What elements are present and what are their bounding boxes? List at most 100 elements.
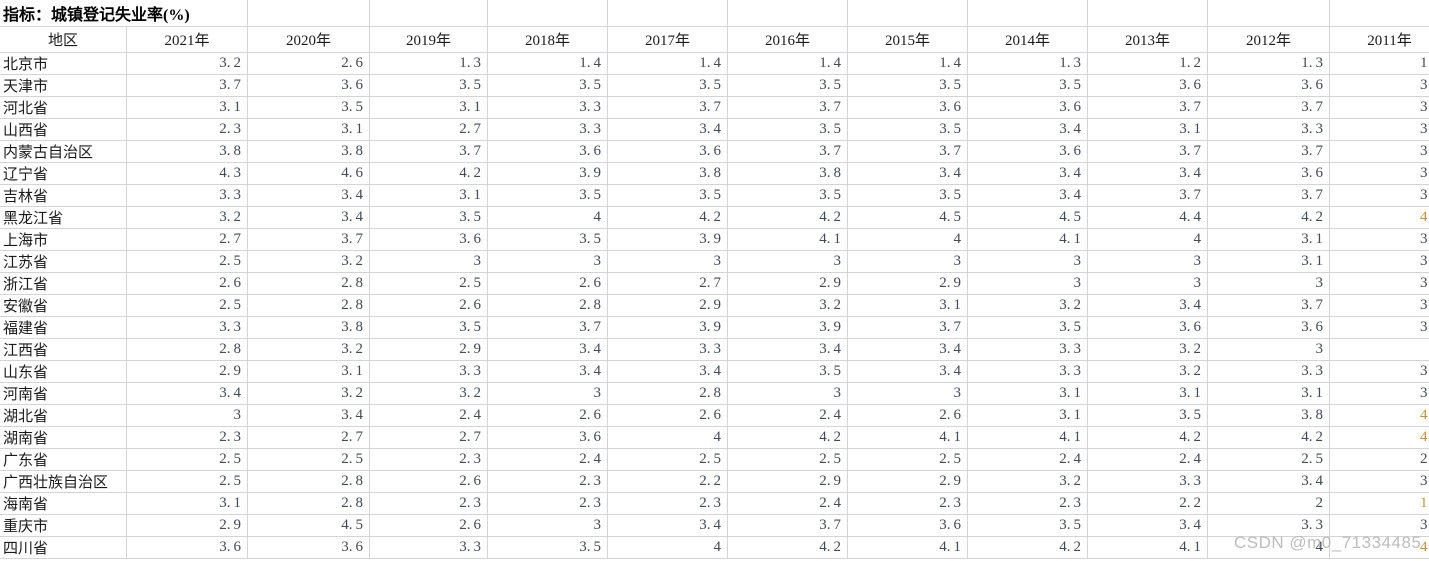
value-cell[interactable]: 2. 4 xyxy=(728,493,848,515)
value-cell[interactable]: 3. 7 xyxy=(488,317,608,339)
value-cell[interactable]: 3. 2 xyxy=(370,383,488,405)
value-cell[interactable]: 2. 8 xyxy=(127,339,248,361)
value-cell[interactable]: 3. 4 xyxy=(1208,471,1330,493)
value-cell[interactable]: 3. 5 xyxy=(488,537,608,559)
value-cell[interactable]: 4. 2 xyxy=(370,163,488,185)
value-cell[interactable]: 3. 6 xyxy=(608,141,728,163)
value-cell[interactable]: 3. 1 xyxy=(968,383,1088,405)
value-cell[interactable]: 3. 2 xyxy=(248,251,370,273)
value-cell[interactable]: 2. 6 xyxy=(608,405,728,427)
value-cell[interactable]: 3. 4 xyxy=(488,361,608,383)
region-cell[interactable]: 福建省 xyxy=(0,317,127,339)
value-cell-2011-clipped[interactable]: 3 xyxy=(1330,141,1429,163)
value-cell[interactable]: 3. 2 xyxy=(968,295,1088,317)
value-cell[interactable]: 3. 5 xyxy=(488,75,608,97)
region-cell[interactable]: 浙江省 xyxy=(0,273,127,295)
value-cell[interactable]: 3 xyxy=(608,251,728,273)
value-cell[interactable]: 3 xyxy=(1088,251,1208,273)
value-cell[interactable]: 3. 7 xyxy=(1088,141,1208,163)
value-cell[interactable]: 2. 5 xyxy=(848,449,968,471)
value-cell[interactable]: 3. 3 xyxy=(608,339,728,361)
value-cell[interactable]: 3. 6 xyxy=(248,75,370,97)
value-cell[interactable]: 3. 5 xyxy=(848,185,968,207)
value-cell[interactable]: 3. 3 xyxy=(1208,515,1330,537)
value-cell[interactable]: 2. 5 xyxy=(127,295,248,317)
value-cell[interactable]: 3. 6 xyxy=(488,141,608,163)
value-cell[interactable]: 2. 6 xyxy=(848,405,968,427)
value-cell[interactable]: 3. 1 xyxy=(1088,119,1208,141)
value-cell-2011-clipped[interactable]: 1 xyxy=(1330,493,1429,515)
value-cell[interactable]: 2. 5 xyxy=(370,273,488,295)
region-cell[interactable]: 海南省 xyxy=(0,493,127,515)
column-header-year[interactable]: 2011年 xyxy=(1330,27,1429,53)
value-cell[interactable]: 3. 1 xyxy=(127,97,248,119)
value-cell-2011-clipped[interactable]: 1 xyxy=(1330,53,1429,75)
value-cell[interactable]: 3. 4 xyxy=(608,119,728,141)
value-cell[interactable]: 4 xyxy=(848,229,968,251)
value-cell-2011-clipped[interactable]: 3 xyxy=(1330,317,1429,339)
value-cell[interactable]: 3 xyxy=(127,405,248,427)
value-cell[interactable]: 2. 8 xyxy=(488,295,608,317)
value-cell[interactable]: 1. 4 xyxy=(488,53,608,75)
value-cell[interactable]: 4. 3 xyxy=(127,163,248,185)
value-cell[interactable]: 3. 6 xyxy=(370,229,488,251)
value-cell[interactable]: 4 xyxy=(488,207,608,229)
column-header-year[interactable]: 2021年 xyxy=(127,27,248,53)
value-cell[interactable]: 3 xyxy=(1208,339,1330,361)
region-cell[interactable]: 山东省 xyxy=(0,361,127,383)
value-cell[interactable]: 3. 3 xyxy=(968,361,1088,383)
value-cell[interactable]: 3. 4 xyxy=(968,185,1088,207)
value-cell[interactable]: 3 xyxy=(370,251,488,273)
value-cell[interactable]: 3. 7 xyxy=(1208,185,1330,207)
value-cell[interactable]: 2. 3 xyxy=(370,449,488,471)
value-cell[interactable]: 4. 2 xyxy=(728,427,848,449)
region-cell[interactable]: 广东省 xyxy=(0,449,127,471)
value-cell[interactable]: 2. 2 xyxy=(1088,493,1208,515)
value-cell[interactable]: 2. 3 xyxy=(127,427,248,449)
column-header-year[interactable]: 2014年 xyxy=(968,27,1088,53)
value-cell[interactable]: 3. 6 xyxy=(1208,75,1330,97)
value-cell[interactable]: 4. 1 xyxy=(728,229,848,251)
value-cell[interactable]: 1. 3 xyxy=(968,53,1088,75)
value-cell[interactable]: 2. 4 xyxy=(968,449,1088,471)
value-cell[interactable]: 2. 6 xyxy=(248,53,370,75)
value-cell[interactable]: 3 xyxy=(728,251,848,273)
value-cell[interactable]: 2. 7 xyxy=(608,273,728,295)
value-cell[interactable]: 3. 5 xyxy=(370,207,488,229)
value-cell[interactable]: 3. 3 xyxy=(127,317,248,339)
column-header-year[interactable]: 2012年 xyxy=(1208,27,1330,53)
value-cell[interactable]: 3. 3 xyxy=(1208,119,1330,141)
value-cell[interactable]: 3. 5 xyxy=(968,515,1088,537)
value-cell[interactable]: 3. 5 xyxy=(248,97,370,119)
value-cell[interactable]: 3. 1 xyxy=(1208,251,1330,273)
value-cell[interactable]: 4. 2 xyxy=(1088,427,1208,449)
value-cell-2011-clipped[interactable]: 3 xyxy=(1330,471,1429,493)
region-cell[interactable]: 湖北省 xyxy=(0,405,127,427)
value-cell[interactable]: 2. 9 xyxy=(370,339,488,361)
value-cell[interactable]: 4. 1 xyxy=(848,427,968,449)
value-cell[interactable]: 4. 2 xyxy=(1208,427,1330,449)
value-cell[interactable]: 2. 5 xyxy=(608,449,728,471)
region-cell[interactable]: 重庆市 xyxy=(0,515,127,537)
value-cell[interactable]: 3. 9 xyxy=(608,317,728,339)
value-cell[interactable]: 2. 3 xyxy=(848,493,968,515)
value-cell[interactable]: 2. 4 xyxy=(728,405,848,427)
value-cell[interactable]: 3. 1 xyxy=(1208,383,1330,405)
value-cell[interactable]: 3. 1 xyxy=(127,493,248,515)
value-cell[interactable]: 3. 1 xyxy=(370,97,488,119)
value-cell[interactable]: 3. 3 xyxy=(488,97,608,119)
value-cell[interactable]: 3. 7 xyxy=(1208,295,1330,317)
value-cell[interactable]: 2. 6 xyxy=(370,515,488,537)
value-cell[interactable]: 1. 3 xyxy=(1208,53,1330,75)
value-cell[interactable]: 3. 3 xyxy=(370,537,488,559)
value-cell[interactable]: 3 xyxy=(1208,273,1330,295)
value-cell[interactable]: 3. 4 xyxy=(608,515,728,537)
value-cell[interactable]: 2. 9 xyxy=(728,471,848,493)
value-cell[interactable]: 2. 3 xyxy=(488,471,608,493)
value-cell-2011-clipped[interactable]: 3 xyxy=(1330,273,1429,295)
value-cell[interactable]: 2. 7 xyxy=(127,229,248,251)
value-cell[interactable]: 2. 7 xyxy=(248,427,370,449)
column-header-region[interactable]: 地区 xyxy=(0,27,127,53)
value-cell[interactable]: 2. 5 xyxy=(127,471,248,493)
value-cell[interactable]: 3. 2 xyxy=(1088,361,1208,383)
